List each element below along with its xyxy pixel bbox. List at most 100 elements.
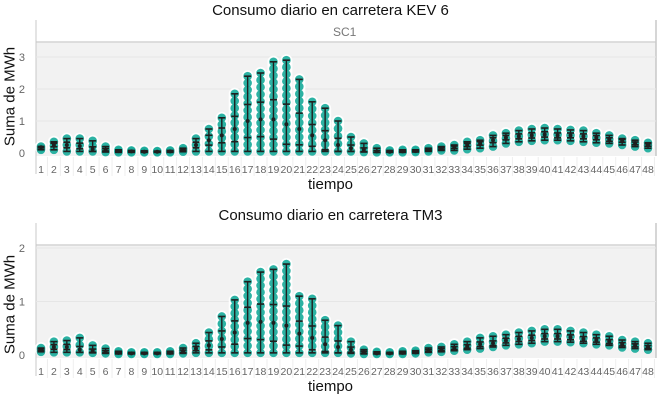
mean-marker	[439, 146, 444, 151]
y-tick-label: 2	[19, 84, 25, 96]
mean-marker	[594, 338, 599, 343]
mean-marker	[400, 350, 405, 355]
x-tick-label: 41	[552, 366, 564, 378]
mean-marker	[542, 132, 547, 137]
mean-marker	[452, 145, 457, 150]
x-tick-label: 24	[332, 164, 344, 176]
x-tick-label: 38	[513, 164, 525, 176]
x-tick-label: 13	[190, 164, 202, 176]
x-tick-label: 34	[461, 366, 473, 378]
mean-marker	[64, 344, 69, 349]
mean-marker	[116, 149, 121, 154]
x-tick-label: 29	[397, 366, 409, 378]
x-tick-label: 33	[448, 366, 460, 378]
y-tick-label: 0	[19, 350, 25, 362]
x-tick-label: 21	[293, 164, 305, 176]
mean-marker	[581, 134, 586, 139]
y-tick-label: 1	[19, 116, 25, 128]
mean-marker	[155, 149, 160, 154]
mean-marker	[516, 336, 521, 341]
x-tick-label: 8	[128, 164, 134, 176]
mean-marker	[555, 133, 560, 138]
mean-marker	[64, 143, 69, 147]
mean-marker	[594, 135, 599, 140]
mean-marker	[193, 143, 198, 147]
x-tick-label: 35	[474, 366, 486, 378]
mean-marker	[374, 351, 379, 356]
x-tick-label: 29	[397, 164, 409, 176]
mean-marker	[258, 117, 263, 122]
x-tick-label: 6	[103, 164, 109, 176]
x-tick-label: 33	[448, 164, 460, 176]
mean-marker	[633, 141, 638, 146]
x-tick-label: 40	[539, 164, 551, 176]
x-tick-label: 16	[229, 164, 241, 176]
mean-marker	[400, 149, 405, 154]
mean-marker	[168, 350, 173, 355]
mean-marker	[491, 138, 496, 143]
x-tick-label: 10	[151, 366, 163, 378]
x-tick-label: 36	[487, 164, 499, 176]
x-tick-label: 24	[332, 366, 344, 378]
y-tick-label: 1	[19, 297, 25, 309]
x-tick-label: 48	[642, 164, 654, 176]
mean-marker	[90, 147, 95, 152]
mean-marker	[607, 339, 612, 344]
mean-marker	[646, 344, 650, 349]
mean-marker	[426, 147, 431, 152]
x-tick-label: 7	[116, 164, 122, 176]
x-tick-label: 46	[616, 366, 628, 378]
mean-marker	[206, 138, 211, 143]
x-tick-label: 20	[281, 366, 293, 378]
mean-marker	[361, 350, 366, 355]
mean-marker	[646, 143, 650, 147]
mean-marker	[51, 143, 56, 147]
mean-marker	[297, 331, 302, 336]
x-tick-label: 13	[190, 366, 202, 378]
x-tick-label: 16	[229, 366, 241, 378]
x-tick-label: 45	[603, 366, 615, 378]
x-tick-label: 8	[128, 366, 134, 378]
mean-marker	[129, 351, 134, 356]
x-tick-label: 38	[513, 366, 525, 378]
x-tick-label: 5	[90, 164, 96, 176]
mean-marker	[581, 336, 586, 341]
x-tick-label: 32	[436, 366, 448, 378]
x-tick-label: 21	[293, 366, 305, 378]
x-tick-label: 19	[268, 366, 280, 378]
x-tick-label: 30	[410, 366, 422, 378]
mean-marker	[529, 335, 534, 340]
x-tick-label: 14	[203, 164, 215, 176]
mean-marker	[568, 335, 573, 340]
x-tick-label: 25	[345, 164, 357, 176]
x-tick-label: 11	[165, 366, 176, 378]
x-tick-label: 18	[255, 366, 267, 378]
x-tick-label: 4	[77, 164, 83, 176]
mean-marker	[478, 342, 483, 347]
mean-marker	[491, 341, 496, 346]
x-tick-label: 28	[384, 164, 396, 176]
x-tick-label: 3	[64, 164, 70, 176]
x-tick-label: 37	[500, 164, 512, 176]
mean-marker	[181, 147, 186, 152]
mean-marker	[77, 347, 82, 352]
x-tick-label: 25	[345, 366, 357, 378]
mean-marker	[245, 119, 250, 123]
mean-marker	[284, 122, 289, 127]
mean-marker	[529, 133, 534, 138]
mean-marker	[90, 348, 95, 353]
x-tick-label: 22	[306, 164, 318, 176]
y-tick-label: 3	[19, 52, 25, 64]
x-tick-label: 36	[487, 366, 499, 378]
mean-marker	[633, 343, 638, 348]
y-axis-label: Suma de MWh	[1, 254, 19, 355]
x-tick-label: 40	[539, 366, 551, 378]
mean-marker	[271, 117, 276, 122]
mean-marker	[607, 137, 612, 142]
x-tick-label: 35	[474, 164, 486, 176]
x-tick-label: 27	[371, 366, 383, 378]
mean-marker	[142, 149, 147, 154]
mean-marker	[426, 348, 431, 353]
